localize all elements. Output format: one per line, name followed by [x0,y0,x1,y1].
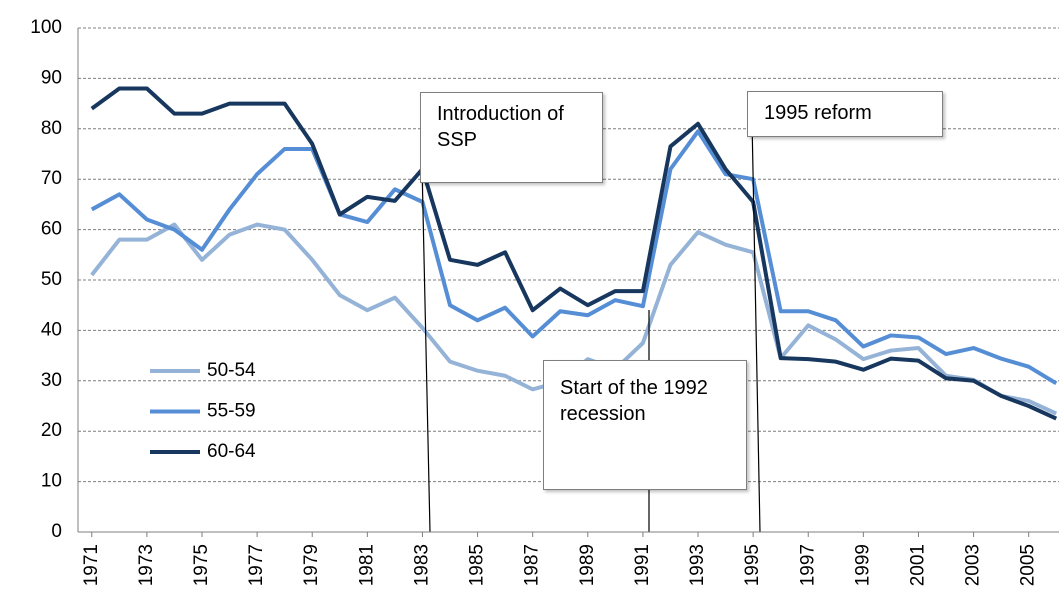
x-tick-label: 1999 [852,544,873,586]
annotation-pointer [421,164,431,533]
y-tick-label: 20 [41,420,62,441]
legend-label: 50-54 [207,360,256,381]
y-tick-label: 70 [41,168,62,189]
y-tick-label: 30 [41,370,62,391]
series-line [90,129,1058,386]
x-tick-label: 1981 [356,544,377,586]
x-tick-label: 2003 [963,544,984,586]
x-tick-label: 1973 [136,544,157,586]
legend-label: 60-64 [207,441,256,462]
x-tick-label: 1995 [742,544,763,586]
y-tick-label: 90 [41,67,62,88]
x-tick-label: 2005 [1018,544,1039,586]
y-tick-label: 60 [41,219,62,240]
legend-label: 55-59 [207,401,256,422]
x-tick-label: 1983 [411,544,432,586]
y-tick-label: 100 [30,17,62,38]
y-tick-label: 10 [41,471,62,492]
y-tick-label: 50 [41,269,62,290]
y-tick-label: 40 [41,319,62,340]
x-tick-label: 1989 [577,544,598,586]
x-tick-label: 1991 [632,544,653,586]
series-line [90,86,1058,421]
x-tick-label: 2001 [907,544,928,586]
annotation-pointer [751,119,761,533]
x-tick-label: 1971 [81,544,102,586]
x-tick-label: 1987 [522,544,543,586]
x-tick-label: 1985 [467,544,488,586]
x-tick-label: 1993 [687,544,708,586]
y-tick-label: 0 [51,521,62,542]
x-tick-label: 1975 [191,544,212,586]
y-tick-label: 80 [41,118,62,139]
annotation: 1995 reform [747,91,943,137]
annotation: Introduction of SSP [420,92,603,183]
annotation: Start of the 1992 recession [543,360,747,490]
x-tick-label: 1977 [246,544,267,586]
x-tick-label: 1979 [301,544,322,586]
x-tick-label: 1997 [797,544,818,586]
